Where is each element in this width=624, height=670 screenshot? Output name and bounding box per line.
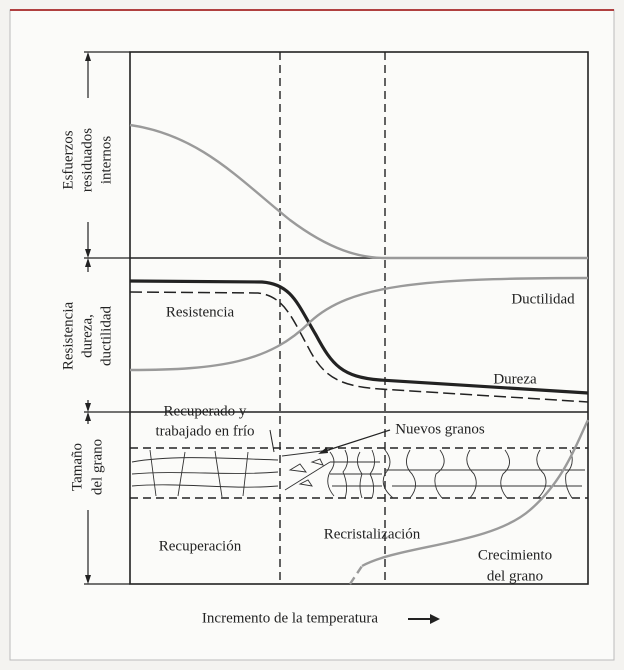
axis-label: Resistencia [60,302,76,371]
ductility-curve [129,276,589,372]
axis-label: dureza, [79,314,95,358]
stage-label: Recristalización [324,526,421,542]
grain-note: Recuperado y [164,403,247,419]
arrowheads [85,52,91,584]
plot-frame [129,51,589,585]
axis-label-group: Tamaño del grano [69,439,105,495]
axis-label: Esfuerzos [60,130,76,189]
curve-label: Dureza [493,371,537,387]
axis-label: internos [98,136,114,184]
stage-label: Crecimiento [478,547,552,563]
grain-note: trabajado en frío [155,423,254,439]
pointer-head [318,447,328,454]
hardness-curve [129,291,589,403]
grain-note: Nuevos granos [395,421,485,437]
axis-label-group: Esfuerzos residuados internos [60,128,114,192]
axis-label: ductilidad [98,306,114,366]
strength-curve [129,279,589,395]
pointer [321,429,391,453]
outer-border [9,9,615,661]
axis-label: residuados [79,128,95,192]
growth-curve-dashed [349,565,363,585]
axis-label-group: Resistencia dureza, ductilidad [60,302,114,371]
x-label: Incremento de la temperatura [202,610,378,626]
x-arrow-head [430,614,440,624]
stress-curve [129,123,588,260]
curve-label: Resistencia [166,304,235,320]
axis-label: Tamaño [69,443,85,491]
stage-label: Recuperación [159,538,242,554]
axis-label: del grano [89,439,105,495]
growth-curve [361,419,590,568]
curve-label: Ductilidad [511,291,575,307]
pointer [269,429,275,453]
stage-label: del grano [487,568,543,584]
grain-cells [131,449,585,499]
